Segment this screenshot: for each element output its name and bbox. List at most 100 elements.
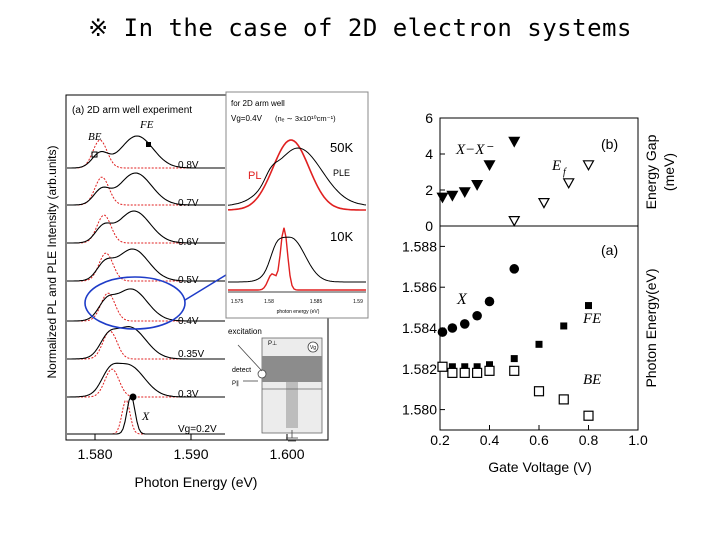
right-x-axis-label: Gate Voltage (V) xyxy=(488,459,592,475)
ple-curve-5 xyxy=(67,326,225,360)
right-b-ytick-label-2: 4 xyxy=(425,146,433,162)
b-point-s1-1 xyxy=(537,198,550,209)
highlight-ellipse xyxy=(84,276,186,330)
left-x-ticks: 1.580 1.590 1.600 xyxy=(77,434,305,462)
detect-label: detect xyxy=(232,367,251,374)
label-be: BE xyxy=(88,131,102,143)
label-be-right: BE xyxy=(583,372,601,388)
b-point-s0-1 xyxy=(446,190,459,202)
a-point-s2-7 xyxy=(558,394,569,405)
b-point-s1-2 xyxy=(562,178,575,190)
inset-pl-50k xyxy=(228,139,366,211)
right-xtick-label-2: 0.6 xyxy=(529,432,549,448)
excitation-beam xyxy=(237,344,263,372)
schematic-arm xyxy=(286,382,298,428)
right-xtick-label-0: 0.2 xyxy=(430,432,450,448)
device-schematic: Vg excitation P⊥ detect P∥ xyxy=(228,327,323,442)
right-b-ytick-label-1: 2 xyxy=(425,182,433,198)
right-b-y-label-1: Energy Gap xyxy=(643,134,659,209)
voltage-label-2: 0.6V xyxy=(178,237,199,248)
b-point-s0-2 xyxy=(458,187,471,199)
right-xtick-label-1: 0.4 xyxy=(480,432,500,448)
label-fe: FE xyxy=(139,119,154,131)
a-point-s2-6 xyxy=(533,386,545,397)
right-b-ytick-label-0: 0 xyxy=(425,218,433,234)
right-a-ytick-label-4: 1.580 xyxy=(402,402,437,418)
voltage-label-4: 0.4V xyxy=(178,316,199,327)
ple-curve-1 xyxy=(67,172,225,206)
a-point-s1-7 xyxy=(560,322,568,330)
inset-ple-50k xyxy=(227,147,367,206)
fe-marker xyxy=(146,142,151,147)
panel-a-label: (a) xyxy=(601,242,618,258)
a-point-s2-5 xyxy=(509,365,520,376)
left-y-axis-label: Normalized PL and PLE Intensity (arb.uni… xyxy=(45,145,59,378)
left-curves xyxy=(67,135,225,435)
left-xtick-label-1: 1.590 xyxy=(173,446,208,462)
left-xtick-label-0: 1.580 xyxy=(77,446,112,462)
p-out-label: P∥ xyxy=(232,380,239,387)
a-point-s2-4 xyxy=(484,365,495,376)
inset-xtick-1: 1.58 xyxy=(264,299,274,305)
pl-curve-6 xyxy=(67,368,225,398)
a-point-s2-3 xyxy=(472,367,483,378)
inset-frame xyxy=(225,91,369,319)
a-point-s2-0 xyxy=(437,361,448,372)
a-point-s0-2 xyxy=(459,319,470,329)
ple-curve-6 xyxy=(67,362,225,398)
a-point-s0-1 xyxy=(447,323,458,333)
voltage-label-0: 0.8V xyxy=(178,160,199,171)
inset-panel: for 2D arm well Vg=0.4V (nₑ ∼ 3x10¹⁰cm⁻¹… xyxy=(225,91,369,319)
label-ef-sub: f xyxy=(563,167,567,178)
a-point-s1-2 xyxy=(461,363,469,371)
excitation-label: excitation xyxy=(228,327,262,336)
voltage-label-1: 0.7V xyxy=(178,198,199,209)
left-spectra-figure: (a) 2D arm well experiment BE FE X 0.8V0… xyxy=(45,94,329,490)
inset-line1: for 2D arm well xyxy=(231,99,285,108)
voltage-label-3: 0.5V xyxy=(178,275,199,286)
label-fe-right: FE xyxy=(582,311,601,327)
right-b-ytick-label-3: 6 xyxy=(425,110,433,126)
inset-pl-label: PL xyxy=(248,170,261,182)
inset-temp-high: 50K xyxy=(330,140,353,155)
a-point-s1-5 xyxy=(510,355,518,363)
right-a-ytick-label-1: 1.586 xyxy=(402,279,437,295)
right-a-ytick-label-0: 1.588 xyxy=(402,238,437,254)
voltage-label-7: Vg=0.2V xyxy=(178,424,217,435)
a-point-s1-8 xyxy=(585,302,592,310)
voltage-label-6: 0.3V xyxy=(178,389,199,400)
label-ef: E xyxy=(551,158,561,174)
right-ticks: 0.2 0.4 0.6 0.8 1.0 0 2 4 6 1.588 1.586 1.584 1.582 1… xyxy=(402,110,648,448)
inset-ple-label: PLE xyxy=(333,168,350,178)
right-a-ytick-label-2: 1.584 xyxy=(402,320,437,336)
be-marker xyxy=(91,151,98,158)
inset-temp-low: 10K xyxy=(330,229,353,244)
schematic-spot xyxy=(257,369,267,379)
inset-x-ticks: 1.575 1.58 1.585 1.59 xyxy=(231,299,363,305)
inset-pl-10k xyxy=(228,227,366,291)
inset-x-label: photon energy (eV) xyxy=(277,309,320,315)
right-b-y-label-2: (meV) xyxy=(661,153,677,191)
right-a-ytick-label-3: 1.582 xyxy=(402,361,437,377)
a-point-s1-4 xyxy=(486,361,493,369)
a-point-s0-0 xyxy=(437,327,448,337)
right-marks xyxy=(436,136,595,421)
right-xtick-label-4: 1.0 xyxy=(628,432,648,448)
a-point-s2-1 xyxy=(447,367,458,378)
ple-curve-4 xyxy=(67,288,225,322)
ple-curve-3 xyxy=(67,248,225,282)
right-xtick-label-3: 0.8 xyxy=(579,432,599,448)
schematic-gate xyxy=(262,356,322,382)
left-xtick-label-2: 1.600 xyxy=(269,446,304,462)
a-point-s1-6 xyxy=(535,340,543,348)
voltage-label-5: 0.35V xyxy=(178,349,204,360)
inset-line3: (nₑ ∼ 3x10¹⁰cm⁻¹) xyxy=(275,114,336,123)
a-point-s1-1 xyxy=(448,363,456,371)
ple-curve-2 xyxy=(67,210,225,244)
a-point-s0-5 xyxy=(509,264,520,274)
label-x-right: X xyxy=(456,291,468,308)
b-point-s0-3 xyxy=(471,180,484,191)
inset-curves xyxy=(227,139,367,291)
inset-line2: Vg=0.4V xyxy=(231,114,263,123)
